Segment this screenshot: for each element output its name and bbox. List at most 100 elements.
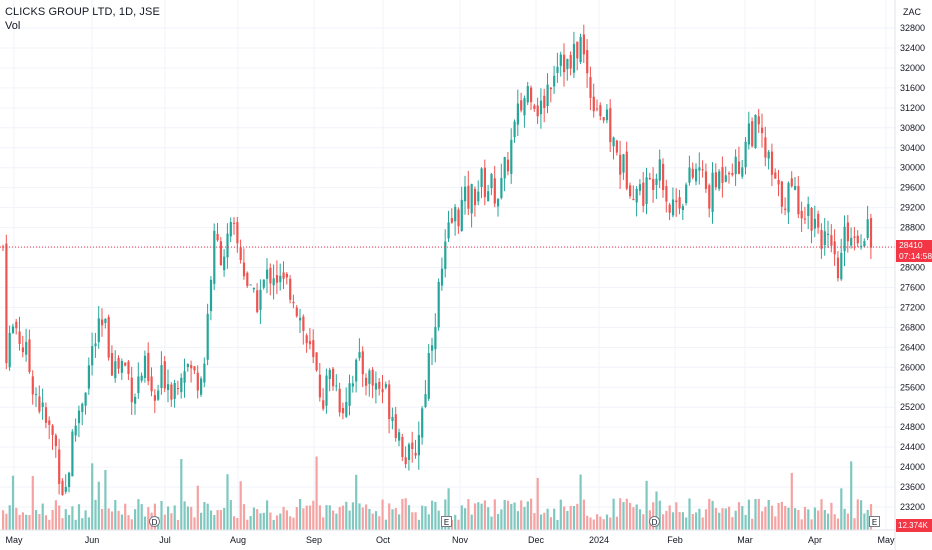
volume-bar [417,519,420,530]
candle-body [543,95,546,109]
volume-bar [714,507,717,530]
candle-body [586,50,589,74]
price-tick-label: 30000 [900,163,925,173]
candle-body [308,341,312,345]
volume-bar [444,499,447,530]
candle-body [602,117,605,121]
volume-bar [698,508,701,530]
time-tick-label: Jun [85,535,100,545]
volume-bar [252,507,255,530]
candle-body [658,159,661,181]
volume-bar [744,514,747,530]
volume-bar [754,498,757,530]
candle-body [28,339,31,372]
candle-body [853,236,856,238]
candle-body [391,416,394,422]
volume-bar [539,514,543,530]
candle-body [741,167,744,177]
candle-body [61,480,64,496]
candle-body [833,241,836,255]
candle-body [345,401,348,417]
volume-bar [206,503,209,530]
candle-body [305,335,308,344]
candle-body [629,185,632,197]
candle-body [500,178,503,198]
candle-body [688,167,691,183]
candle-body [114,361,117,379]
candle-body [186,363,189,368]
volume-bar [638,509,642,530]
volume-bar [398,514,401,530]
dividend-icon[interactable]: D [649,516,660,527]
volume-bar [572,505,576,530]
earnings-icon[interactable]: E [869,516,880,527]
candle-body [642,182,645,206]
candle-body [671,199,675,216]
candle-body [374,383,378,390]
candle-body [365,377,368,386]
candle-body [147,352,150,382]
volume-bar [394,508,397,530]
candle-body [850,237,853,246]
volume-bar [203,502,206,530]
volume-bar [219,510,222,530]
volume-bar [840,488,843,530]
candle-body [506,159,510,172]
candle-body [787,183,790,213]
dividend-icon[interactable]: D [149,516,160,527]
price-tick-label: 26400 [900,342,925,352]
candle-body [823,231,826,246]
volume-bar [464,508,467,530]
volume-bar [830,502,833,530]
volume-bar [457,519,460,530]
volume-bar [817,510,820,530]
volume-bar [365,504,368,530]
candle-body [242,262,246,277]
candle-body [183,371,186,383]
volume-bar [302,508,305,530]
candle-body [556,66,559,73]
candle-body [520,100,523,111]
candle-body [256,290,259,312]
candle-body [681,206,684,210]
last-volume-badge: 12.374K [896,519,932,532]
candle-body [394,414,397,439]
volume-bar [236,517,239,530]
volume-bar [751,518,754,530]
volume-bar [787,507,790,530]
candle-body [285,273,288,278]
symbol-title[interactable]: CLICKS GROUP LTD, 1D, JSE [5,6,160,18]
candle-body [447,222,450,239]
volume-bar [655,491,658,530]
volume-bar [757,498,760,530]
candle-body [794,186,797,190]
price-tick-label: 23600 [900,482,925,492]
candle-body [767,151,770,159]
currency-label[interactable]: ZAC [903,7,921,17]
volume-bar [503,499,506,530]
volume-bar [566,510,569,530]
volume-bar [137,499,140,530]
volume-bar [213,515,216,530]
volume-bar [447,488,450,530]
candle-body [820,229,823,249]
candle-body [625,151,628,189]
time-tick-label: May [5,535,23,545]
candle-body [655,178,658,186]
earnings-icon[interactable]: E [441,516,452,527]
volume-bar [101,508,104,530]
candle-body [563,54,566,73]
volume-bar [708,498,711,530]
volume-bar [391,509,394,530]
volume-bar [833,514,836,530]
price-tick-label: 32800 [900,23,925,33]
volume-bar [107,508,110,530]
candle-body [747,123,750,145]
volume-legend-label[interactable]: Vol [5,20,21,32]
candle-body [5,243,8,364]
candle-body [335,385,338,387]
candle-body [596,108,599,110]
volume-bar [427,514,430,530]
candle-body [454,206,457,222]
volume-bar [374,511,378,530]
